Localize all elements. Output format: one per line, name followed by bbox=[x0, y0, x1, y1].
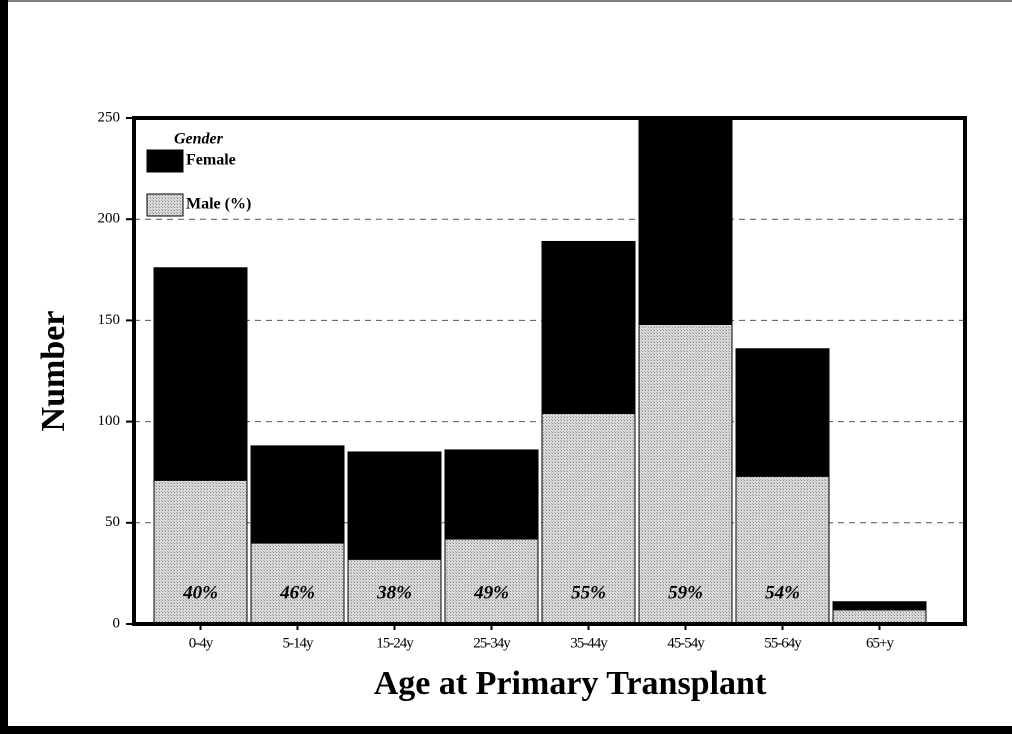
legend-swatch bbox=[146, 149, 184, 173]
frame-left bbox=[0, 0, 8, 734]
bar-segment bbox=[541, 413, 636, 625]
bar-segment bbox=[347, 451, 442, 560]
percent-label: 59% bbox=[668, 582, 703, 603]
percent-label: 54% bbox=[765, 582, 800, 603]
x-tick-label: 55-64y bbox=[764, 635, 802, 651]
x-tick-label: 45-54y bbox=[667, 635, 705, 651]
bar-segment bbox=[638, 117, 733, 325]
y-tick-label: 200 bbox=[98, 211, 121, 227]
legend-label: Female bbox=[186, 152, 236, 169]
plot-frame bbox=[132, 116, 967, 626]
y-tick-label: 150 bbox=[98, 312, 121, 328]
x-tick-label: 65+y bbox=[866, 635, 894, 651]
legend-label: Male (%) bbox=[186, 196, 251, 213]
percent-label: 55% bbox=[571, 582, 606, 603]
y-tick-label: 250 bbox=[98, 109, 121, 125]
y-tick-label: 50 bbox=[105, 514, 120, 530]
legend-title: Gender bbox=[174, 131, 224, 148]
y-tick-label: 0 bbox=[113, 615, 121, 631]
legend-swatch bbox=[146, 193, 184, 217]
x-tick-label: 25-34y bbox=[473, 635, 511, 651]
y-tick-label: 100 bbox=[98, 413, 121, 429]
x-axis-title: Age at Primary Transplant bbox=[374, 665, 767, 702]
bar-segment bbox=[735, 348, 830, 477]
frame-bottom bbox=[0, 726, 1012, 734]
bar-segment bbox=[832, 601, 927, 611]
bar-segment bbox=[638, 323, 733, 625]
percent-label: 49% bbox=[473, 582, 509, 603]
percent-label: 38% bbox=[376, 582, 412, 603]
bar-segment bbox=[444, 538, 539, 625]
x-tick-label: 15-24y bbox=[376, 635, 414, 651]
x-tick-label: 0-4y bbox=[189, 635, 214, 651]
x-tick-label: 35-44y bbox=[570, 635, 608, 651]
bar-segment bbox=[153, 267, 248, 481]
bar-segment bbox=[832, 609, 927, 625]
y-axis-title: Number bbox=[35, 311, 72, 432]
bar-segment bbox=[250, 445, 345, 544]
bar-segment bbox=[541, 240, 636, 415]
percent-label: 46% bbox=[279, 582, 315, 603]
x-tick-label: 5-14y bbox=[283, 635, 314, 651]
bar-segment bbox=[250, 542, 345, 625]
bar-segment bbox=[444, 449, 539, 540]
percent-label: 40% bbox=[182, 582, 218, 603]
